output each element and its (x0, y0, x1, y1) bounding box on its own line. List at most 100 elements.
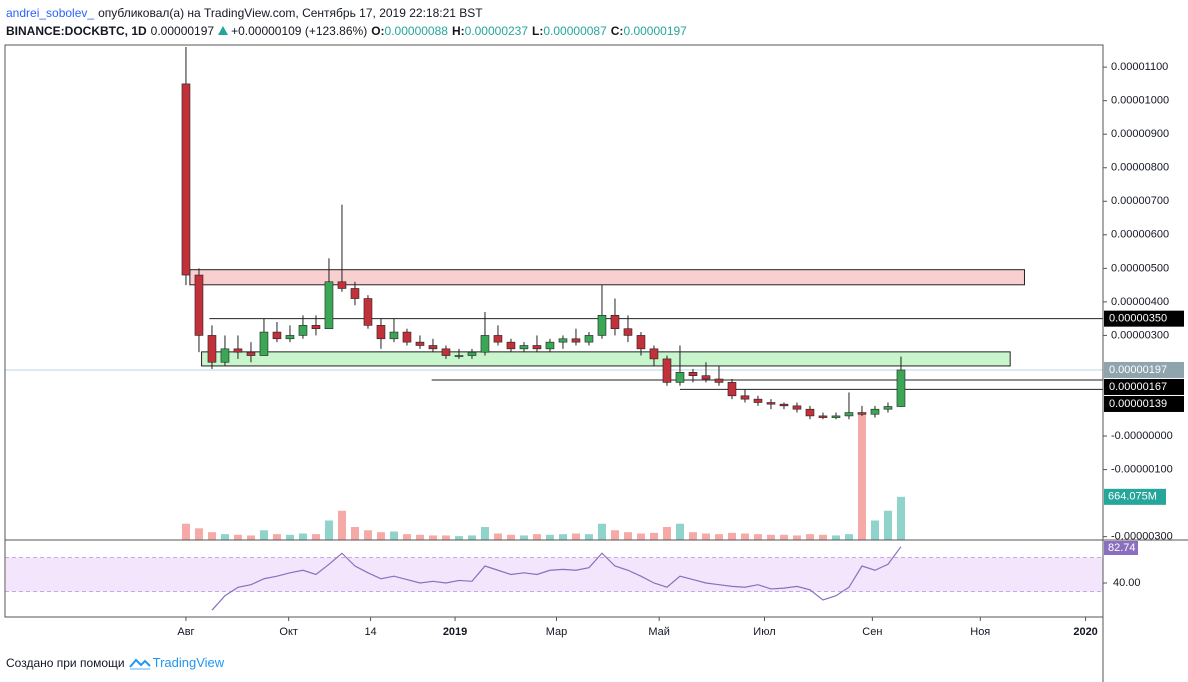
y-tick-label: -0.00000100 (1111, 463, 1173, 475)
volume-bar (649, 532, 658, 540)
candle-body (363, 298, 373, 326)
x-tick-label: Ноя (970, 626, 990, 638)
volume-bar (714, 534, 723, 540)
volume-bar (311, 534, 320, 540)
candle-body (454, 355, 464, 357)
candle-body (467, 351, 477, 356)
candle-body (350, 288, 360, 299)
candle-body (714, 378, 724, 383)
volume-bar (415, 534, 424, 540)
y-tick-label: 0.00001100 (1111, 61, 1168, 73)
candle-body (233, 348, 243, 353)
volume-bar (493, 533, 502, 540)
volume-bar (272, 534, 281, 540)
ohlc-c-label: C: (610, 24, 624, 38)
x-tick-label: 2020 (1073, 626, 1097, 638)
candle-body (246, 351, 256, 356)
volume-bar (870, 520, 879, 540)
x-tick-label: Май (648, 626, 670, 638)
level-label-box (1104, 395, 1184, 412)
volume-bar (402, 534, 411, 540)
volume-bar (571, 533, 580, 540)
candle-body (792, 405, 802, 410)
candle-body (675, 372, 685, 383)
candle-body (207, 335, 217, 363)
volume-bar (558, 534, 567, 540)
candle-body (727, 382, 737, 397)
volume-bar (389, 531, 398, 540)
candle-body (194, 274, 204, 336)
candle-body (857, 412, 867, 415)
candle-body (766, 402, 776, 405)
candle-body (896, 369, 906, 407)
volume-bar (753, 534, 762, 540)
candle-body (649, 348, 659, 360)
candle-body (740, 395, 750, 400)
ohlc-c-value: 0.00000197 (623, 24, 687, 38)
header-line-2: BINANCE:DOCKBTC, 1D 0.00000197 +0.00000109… (6, 22, 691, 40)
x-tick-label: Мар (546, 626, 568, 638)
header: andrei_sobolev_ опубликовал(а) на Trading… (6, 4, 691, 40)
ohlc-o-label: O: (371, 24, 385, 38)
candle-body (818, 415, 828, 418)
volume-label-box (1104, 488, 1166, 505)
change: +0.00000109 (+123.86%) (231, 24, 368, 38)
volume-bar (519, 535, 528, 540)
y-tick-label: 0.00000400 (1111, 296, 1169, 308)
y-tick-label: 0.00000300 (1111, 329, 1169, 341)
volume-bar (181, 523, 190, 540)
candle-body (701, 375, 711, 380)
candle-body (636, 335, 646, 350)
candle-body (623, 328, 633, 336)
volume-bar (363, 530, 372, 540)
candle-body (844, 412, 854, 417)
y-tick-label: 0.00000700 (1111, 195, 1169, 207)
candle-body (402, 331, 412, 343)
candle-body (259, 331, 269, 356)
candle-body (311, 325, 321, 330)
level-label-text: 0.00000139 (1109, 398, 1167, 410)
created-with: Создано при помощи (6, 655, 125, 670)
zone (201, 351, 1011, 367)
volume-label: 664.075M (1108, 491, 1157, 503)
candle-body (558, 338, 568, 343)
volume-bar (298, 533, 307, 540)
volume-bar (441, 535, 450, 540)
candle-body (376, 325, 386, 340)
volume-bar (662, 527, 671, 540)
published: опубликовал(а) на TradingView.com, Сентя… (98, 6, 483, 20)
candle-body (493, 335, 503, 343)
y-tick-label: 0.00000500 (1111, 262, 1169, 274)
candle-body (298, 325, 308, 336)
volume-bar (636, 533, 645, 540)
candle-body (883, 406, 893, 410)
symbol[interactable]: BINANCE:DOCKBTC, 1D (6, 24, 147, 38)
header-line-1: andrei_sobolev_ опубликовал(а) на Trading… (6, 4, 691, 22)
author[interactable]: andrei_sobolev_ (6, 6, 95, 20)
y-tick-label: 0.00000900 (1111, 128, 1169, 140)
volume-bar (792, 535, 801, 540)
candle-body (415, 341, 425, 346)
volume-bar (506, 534, 515, 540)
ohlc-o-value: 0.00000088 (384, 24, 448, 38)
y-tick-label: 0.00000800 (1111, 162, 1169, 174)
last-price-label: 0.00000197 (1104, 361, 1184, 378)
volume-bar (467, 535, 476, 540)
level-label-text: 0.00000167 (1109, 381, 1167, 393)
y-tick-label: 0.00001000 (1111, 95, 1169, 107)
candle-body (441, 348, 451, 356)
last-price-label-box (1104, 361, 1184, 378)
candle-body (480, 335, 490, 353)
ohlc-l-value: 0.00000087 (543, 24, 607, 38)
x-tick-label: Сен (862, 626, 882, 638)
volume-bar (896, 496, 905, 540)
volume-bar (818, 534, 827, 540)
candle-body (181, 83, 191, 276)
last-price-label-text: 0.00000197 (1109, 364, 1167, 376)
brand[interactable]: TradingView (152, 655, 225, 670)
frame (4, 44, 1188, 682)
volume-bar (597, 523, 606, 540)
candle-body (532, 345, 542, 350)
